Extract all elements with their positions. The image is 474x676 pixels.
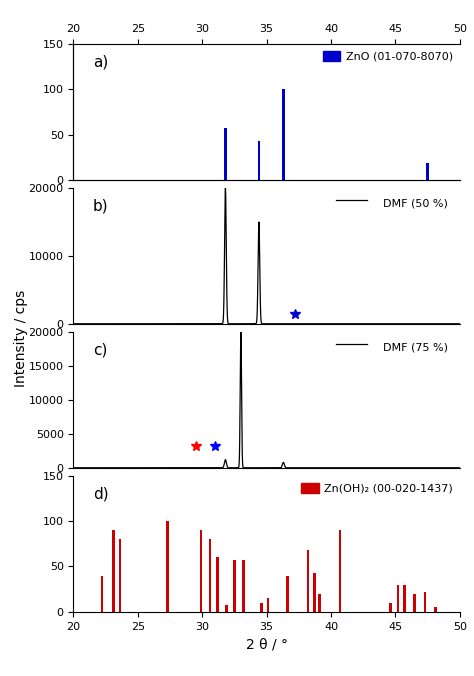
Bar xyxy=(260,603,263,612)
Bar xyxy=(118,539,121,612)
Bar xyxy=(403,585,406,612)
Bar xyxy=(100,575,103,612)
Bar xyxy=(242,560,245,612)
Bar xyxy=(166,521,169,612)
Bar xyxy=(224,128,227,180)
Bar xyxy=(318,594,321,612)
Bar xyxy=(313,573,316,612)
Bar xyxy=(257,141,260,180)
Bar xyxy=(389,603,392,612)
Bar xyxy=(307,550,309,612)
Bar xyxy=(434,607,437,612)
Bar xyxy=(424,592,426,612)
Bar xyxy=(217,558,219,612)
Text: Intensity / cps: Intensity / cps xyxy=(14,289,28,387)
X-axis label: 2 θ / °: 2 θ / ° xyxy=(246,637,288,651)
Text: c): c) xyxy=(93,343,107,358)
Text: DMF (75 %): DMF (75 %) xyxy=(383,343,448,353)
Bar xyxy=(112,530,115,612)
Bar xyxy=(413,594,416,612)
Bar xyxy=(226,604,228,612)
Legend: ZnO (01-070-8070): ZnO (01-070-8070) xyxy=(318,46,457,66)
Bar xyxy=(200,530,202,612)
Text: DMF (50 %): DMF (50 %) xyxy=(383,199,448,209)
Bar xyxy=(266,598,269,612)
Bar xyxy=(339,530,341,612)
Text: d): d) xyxy=(93,487,109,502)
Bar xyxy=(233,560,236,612)
Legend: Zn(OH)₂ (00-020-1437): Zn(OH)₂ (00-020-1437) xyxy=(297,478,457,498)
Bar xyxy=(397,585,399,612)
Bar xyxy=(282,89,285,180)
Bar xyxy=(426,164,429,180)
Text: a): a) xyxy=(93,55,108,70)
Text: b): b) xyxy=(93,199,109,214)
Bar xyxy=(286,575,289,612)
Bar xyxy=(209,539,211,612)
